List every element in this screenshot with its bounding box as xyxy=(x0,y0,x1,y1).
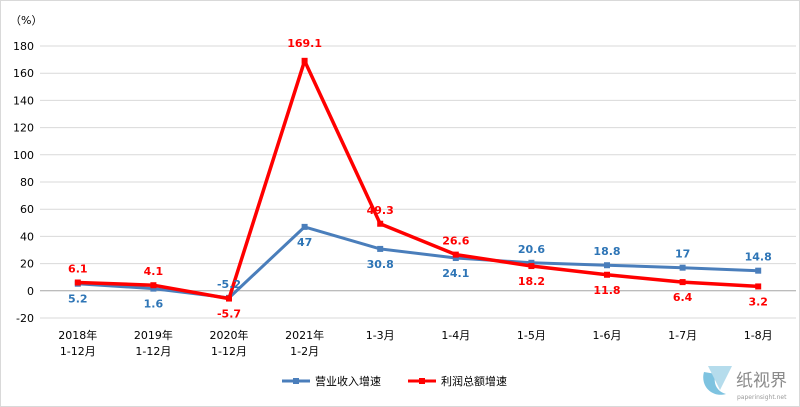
x-tick-label: 1-7月 xyxy=(668,329,697,342)
data-point-profit xyxy=(377,220,384,227)
data-label-profit: 49.3 xyxy=(367,204,394,217)
data-label-profit: 6.4 xyxy=(673,291,693,304)
y-tick-label: 100 xyxy=(13,149,34,162)
x-tick-label: 2018年 xyxy=(58,328,97,342)
legend: 营业收入增速 利润总额增速 xyxy=(282,374,507,388)
y-tick-label: 60 xyxy=(20,203,34,216)
watermark-logo: 纸视界 paperinsight.net xyxy=(703,366,787,401)
data-label-revenue: 5.2 xyxy=(68,293,88,306)
y-tick-label: 80 xyxy=(20,176,34,189)
x-tick-label: 1-8月 xyxy=(744,329,773,342)
x-tick-label: 1-12月 xyxy=(135,345,171,358)
data-point-revenue xyxy=(755,267,762,274)
data-label-revenue: 30.8 xyxy=(367,258,394,271)
legend-marker-revenue xyxy=(293,378,299,384)
legend-label-revenue: 营业收入增速 xyxy=(315,374,381,388)
data-point-revenue xyxy=(150,285,157,292)
data-point-revenue xyxy=(452,255,459,262)
y-tick-label: 40 xyxy=(20,230,34,243)
legend-label-profit: 利润总额增速 xyxy=(441,374,507,388)
x-tick-label: 1-12月 xyxy=(60,345,96,358)
x-tick-label: 2019年 xyxy=(134,328,173,342)
data-point-profit xyxy=(679,279,686,286)
data-label-revenue: 17 xyxy=(675,248,690,261)
data-point-profit xyxy=(452,251,459,258)
x-tick-label: 1-3月 xyxy=(366,329,395,342)
data-point-revenue xyxy=(301,223,308,230)
x-tick-label: 1-5月 xyxy=(517,329,546,342)
data-point-revenue xyxy=(528,259,535,266)
data-label-profit: 3.2 xyxy=(748,295,768,308)
x-tick-label: 1-2月 xyxy=(290,345,319,358)
watermark-site: paperinsight.net xyxy=(737,394,787,401)
data-point-profit xyxy=(301,57,308,64)
data-label-revenue: 47 xyxy=(297,236,312,249)
axes: -20 0 20 40 60 80 100 120 140 160 180 2018年 1-12月 201… xyxy=(13,40,796,358)
data-point-profit xyxy=(74,279,81,286)
data-label-revenue: 1.6 xyxy=(144,298,164,311)
y-tick-label: 160 xyxy=(13,67,34,80)
watermark-shield-icon xyxy=(708,366,732,390)
data-label-profit: 6.1 xyxy=(68,263,88,276)
legend-marker-profit xyxy=(419,378,425,384)
y-axis-unit-label: （%） xyxy=(10,14,42,27)
y-tick-label: 140 xyxy=(13,94,34,107)
data-point-profit xyxy=(150,282,157,289)
data-point-revenue xyxy=(377,245,384,252)
x-tick-label: 1-12月 xyxy=(211,345,247,358)
data-point-revenue xyxy=(679,264,686,271)
x-tick-label: 1-6月 xyxy=(593,329,622,342)
x-tick-label: 2020年 xyxy=(210,328,249,342)
y-tick-label: 120 xyxy=(13,122,34,135)
watermark-brand: 纸视界 xyxy=(736,371,787,391)
data-label-revenue: 18.8 xyxy=(593,245,620,258)
data-point-revenue xyxy=(604,262,610,269)
y-tick-label: 20 xyxy=(20,258,34,271)
data-label-profit: 169.1 xyxy=(287,37,322,50)
x-tick-label: 2021年 xyxy=(285,328,324,342)
data-label-profit: 18.2 xyxy=(518,275,545,288)
data-point-profit xyxy=(528,263,535,270)
data-point-profit xyxy=(226,295,232,302)
data-label-profit: 11.8 xyxy=(593,284,620,297)
y-tick-label: 0 xyxy=(27,285,34,298)
watermark-swoosh-icon xyxy=(703,372,726,395)
data-label-profit: -5.7 xyxy=(217,308,241,321)
data-labels: 5.2 1.6 -5.2 47 30.8 24.1 20.6 18.8 17 14.8 6.1 4.1… xyxy=(68,37,772,321)
series xyxy=(74,57,762,302)
data-label-profit: 4.1 xyxy=(144,265,164,278)
y-tick-label: -20 xyxy=(16,312,34,325)
data-label-revenue: -5.2 xyxy=(217,278,241,291)
data-point-profit xyxy=(604,271,610,278)
gridlines xyxy=(40,45,796,319)
series-line-profit xyxy=(76,59,760,301)
data-label-profit: 26.6 xyxy=(442,235,469,248)
x-tick-label: 1-4月 xyxy=(441,329,470,342)
y-tick-label: 180 xyxy=(13,40,34,53)
data-label-revenue: 24.1 xyxy=(442,267,469,280)
data-point-profit xyxy=(755,283,762,290)
data-label-revenue: 20.6 xyxy=(518,243,545,256)
data-label-revenue: 14.8 xyxy=(745,251,772,264)
